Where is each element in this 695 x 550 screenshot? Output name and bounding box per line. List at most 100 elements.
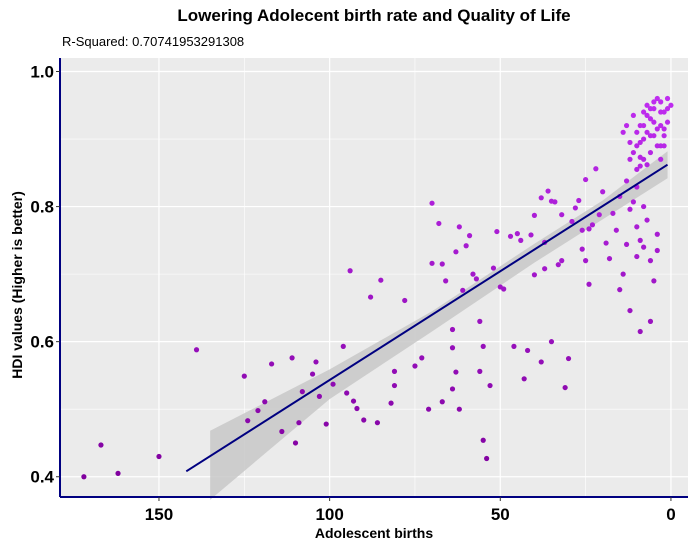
data-point	[545, 188, 551, 194]
data-point	[453, 249, 459, 255]
data-point	[245, 418, 251, 424]
data-point	[647, 106, 654, 112]
data-point	[470, 271, 476, 277]
data-point	[507, 233, 514, 239]
data-point	[490, 265, 497, 271]
data-point	[463, 243, 469, 249]
data-point	[651, 278, 657, 284]
data-point	[255, 407, 261, 414]
data-point	[477, 368, 483, 374]
data-point	[456, 224, 462, 230]
data-point	[514, 231, 520, 237]
data-point	[634, 166, 640, 173]
data-point	[531, 212, 538, 218]
data-point	[354, 405, 360, 412]
data-point	[313, 359, 319, 365]
x-tick-label: 100	[315, 505, 343, 524]
data-point	[658, 99, 664, 105]
data-point	[606, 255, 613, 262]
data-point	[292, 440, 299, 446]
data-point	[644, 112, 650, 119]
data-point	[480, 437, 486, 443]
data-point	[388, 400, 394, 406]
data-point	[641, 244, 647, 250]
data-point	[538, 359, 544, 365]
data-point	[361, 417, 367, 423]
data-point	[115, 470, 121, 476]
data-point	[630, 149, 636, 156]
data-point	[344, 390, 350, 396]
chart-subtitle: R-Squared: 0.70741953291308	[62, 34, 245, 49]
data-point	[661, 126, 667, 132]
data-point	[654, 126, 660, 132]
data-point	[623, 178, 630, 184]
data-point	[565, 355, 572, 362]
data-point	[559, 212, 565, 218]
data-point	[658, 143, 664, 149]
x-tick-label: 0	[666, 505, 675, 524]
data-point	[627, 156, 633, 162]
x-tick-label: 150	[145, 505, 173, 524]
data-point	[299, 389, 305, 395]
data-point	[651, 133, 657, 139]
trend-line	[185, 163, 669, 473]
data-point	[664, 95, 671, 102]
data-point	[528, 232, 534, 238]
data-point	[524, 347, 531, 354]
data-point	[658, 122, 664, 129]
data-point	[480, 343, 486, 349]
data-point	[279, 428, 285, 435]
data-point	[241, 373, 247, 379]
data-point	[644, 162, 650, 168]
data-point	[641, 203, 647, 210]
y-tick-label: 1.0	[30, 63, 54, 82]
data-point	[651, 119, 657, 125]
data-point	[579, 227, 585, 233]
data-point	[572, 205, 578, 211]
data-point	[634, 143, 640, 149]
data-point	[330, 381, 336, 387]
data-point	[647, 116, 654, 122]
plot-panel	[60, 58, 688, 497]
data-point	[644, 102, 650, 108]
data-point	[487, 382, 493, 389]
data-point	[569, 218, 575, 225]
data-point	[576, 197, 582, 204]
y-axis-label: HDI values (Higher is better)	[9, 191, 25, 379]
data-point	[637, 163, 643, 169]
data-point	[531, 272, 538, 278]
data-point	[637, 237, 643, 243]
data-point	[586, 281, 592, 287]
data-point	[668, 102, 674, 108]
data-point	[627, 139, 633, 146]
data-point	[641, 156, 647, 162]
data-point	[617, 287, 623, 293]
y-tick-label: 0.8	[30, 198, 54, 217]
data-point	[473, 276, 479, 282]
data-point	[552, 199, 558, 205]
data-point	[391, 368, 398, 374]
data-point	[654, 95, 660, 102]
data-point	[449, 386, 456, 392]
chart-title: Lowering Adolecent birth rate and Qualit…	[177, 6, 571, 25]
data-point	[538, 195, 544, 201]
data-point	[623, 241, 630, 248]
data-point	[477, 318, 483, 324]
data-point	[443, 278, 449, 284]
data-point	[419, 355, 425, 361]
data-point	[426, 406, 432, 412]
data-point	[453, 369, 459, 375]
data-point	[439, 261, 445, 267]
data-point	[634, 253, 640, 260]
data-point	[518, 237, 524, 243]
data-point	[98, 442, 104, 448]
data-point	[658, 156, 664, 162]
x-tick-label: 50	[491, 505, 510, 524]
data-point	[623, 122, 630, 129]
data-point	[627, 307, 633, 314]
data-point	[647, 318, 654, 324]
data-point	[664, 119, 671, 125]
data-point	[466, 233, 473, 239]
data-point	[548, 339, 555, 345]
